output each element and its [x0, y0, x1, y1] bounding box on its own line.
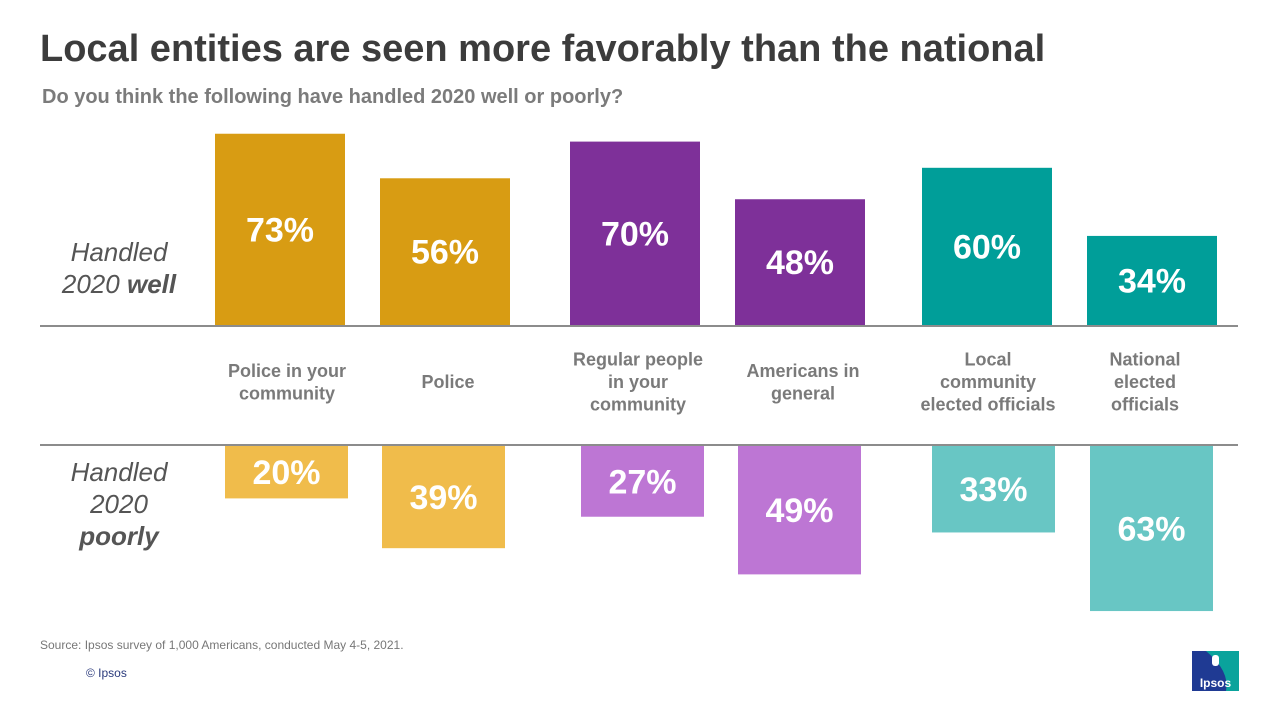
label-well-3: 48%	[766, 244, 834, 282]
category-label-2: Regular people in your community	[573, 350, 703, 415]
source-note: Source: Ipsos survey of 1,000 Americans,…	[40, 638, 404, 652]
logo-text: Ipsos	[1200, 676, 1232, 690]
row-label-poorly-bold: poorly	[79, 521, 159, 551]
category-label-0: Police in your community	[228, 361, 346, 404]
bar-well-2	[570, 141, 700, 325]
category-label-4: Local community elected officials	[920, 350, 1055, 415]
bar-poorly-4	[932, 446, 1055, 533]
bar-well-4	[922, 167, 1052, 325]
label-well-1: 56%	[411, 234, 479, 272]
label-poorly-4: 33%	[959, 471, 1027, 509]
category-label-3: Americans in general	[746, 361, 859, 404]
label-well-2: 70%	[601, 215, 669, 253]
chart-title: Local entities are seen more favorably t…	[40, 28, 1046, 70]
bar-well-3	[735, 199, 865, 325]
row-label-well-bold: well	[126, 269, 177, 299]
bar-poorly-1	[382, 446, 505, 549]
logo-mark	[1212, 655, 1219, 666]
bar-poorly-5	[1090, 446, 1213, 612]
category-label-1: Police	[421, 372, 474, 392]
row-label-poorly-line2: 2020	[90, 489, 148, 519]
bar-poorly-2	[581, 446, 704, 517]
label-well-4: 60%	[953, 228, 1021, 266]
row-label-well-line2: 2020	[61, 269, 127, 299]
axis-well-baseline	[40, 325, 1238, 327]
label-poorly-1: 39%	[409, 479, 477, 517]
label-well-0: 73%	[246, 211, 314, 249]
row-label-well: Handled 2020 well	[44, 236, 194, 300]
label-poorly-3: 49%	[765, 492, 833, 530]
bar-poorly-0	[225, 446, 348, 499]
logo-swoosh	[1206, 651, 1239, 691]
bar-well-0	[215, 133, 345, 325]
copyright: © Ipsos	[86, 666, 127, 680]
label-poorly-5: 63%	[1117, 511, 1185, 549]
row-label-well-line1: Handled	[70, 237, 168, 267]
bar-well-1	[380, 178, 510, 325]
category-label-5: National elected officials	[1109, 350, 1180, 415]
bar-well-5	[1087, 235, 1217, 325]
label-well-5: 34%	[1118, 262, 1186, 300]
row-label-poorly-line1: Handled	[70, 457, 168, 487]
ipsos-logo: Ipsos	[1192, 651, 1239, 691]
row-label-poorly: Handled 2020 poorly	[44, 456, 194, 552]
bar-poorly-3	[738, 446, 861, 575]
label-poorly-0: 20%	[252, 454, 320, 492]
axis-poorly-baseline	[40, 444, 1238, 446]
chart-subtitle: Do you think the following have handled …	[42, 86, 624, 108]
label-poorly-2: 27%	[608, 463, 676, 501]
